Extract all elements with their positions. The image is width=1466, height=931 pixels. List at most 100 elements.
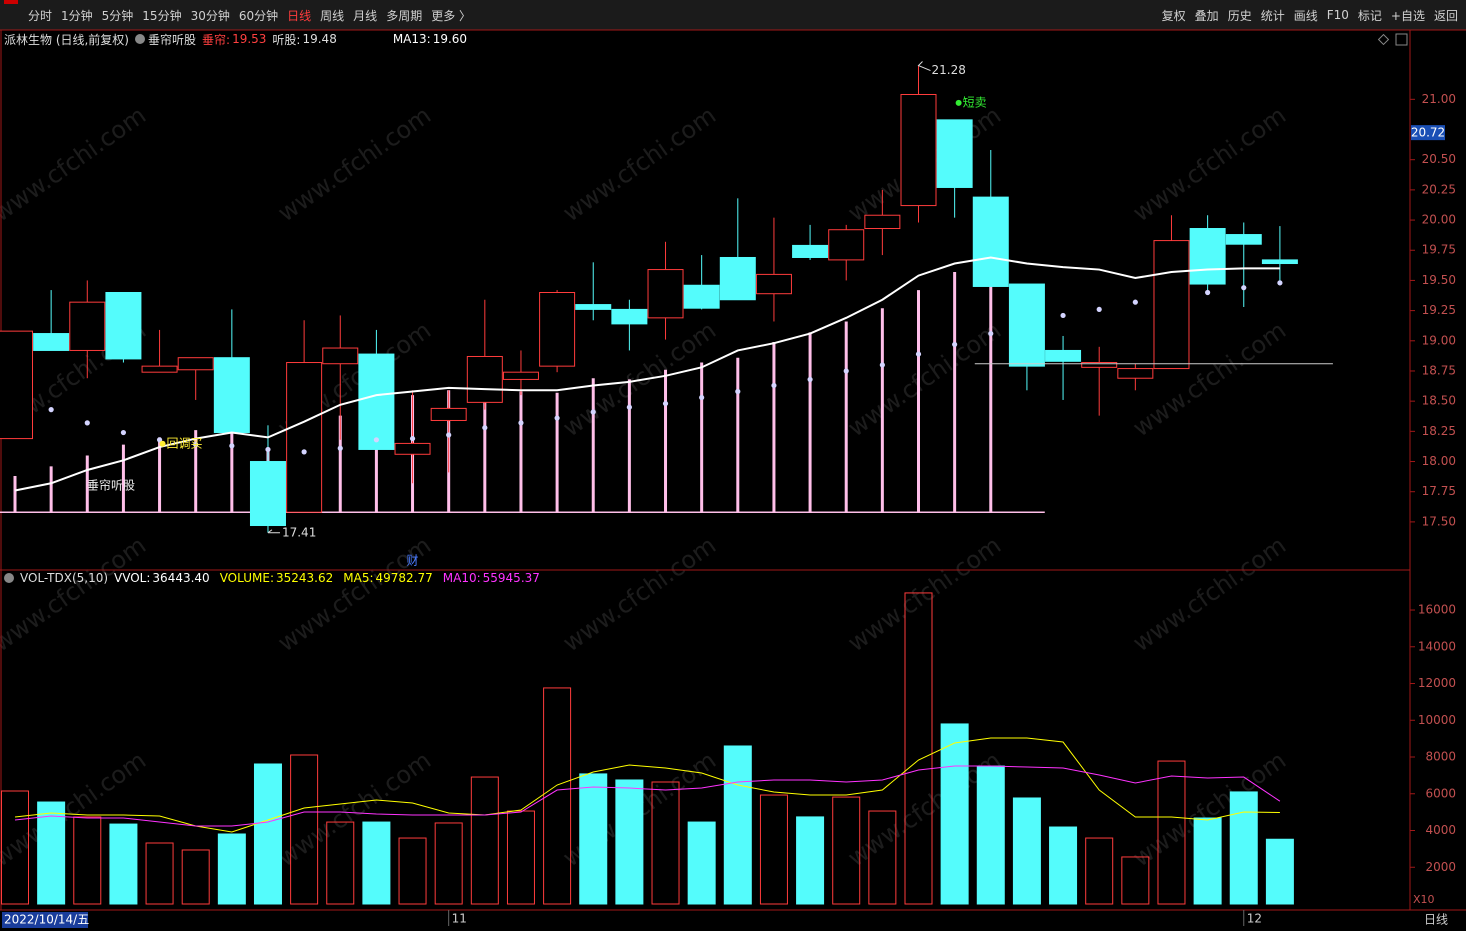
ma-line xyxy=(14,737,1280,833)
volume-bar xyxy=(976,765,1005,905)
tool-button[interactable]: 画线 xyxy=(1293,8,1318,23)
indicator-icon[interactable] xyxy=(4,573,14,583)
legend-value: 19.48 xyxy=(302,32,337,46)
candle-body xyxy=(1189,228,1226,285)
candle-body xyxy=(719,256,756,301)
period-tab[interactable]: 5分钟 xyxy=(101,8,134,23)
candle-body xyxy=(1153,240,1190,370)
candle-body xyxy=(1081,362,1118,368)
volume-bar xyxy=(940,723,969,905)
dot xyxy=(915,351,922,357)
candle-body xyxy=(647,269,684,319)
period-tab[interactable]: 30分钟 xyxy=(190,8,230,23)
period-tab[interactable]: 周线 xyxy=(320,8,345,23)
volume-bar xyxy=(506,810,535,905)
volume-bar xyxy=(868,810,897,905)
logo xyxy=(4,0,18,4)
candle-body xyxy=(1225,234,1262,245)
volume-bar xyxy=(434,822,463,905)
volume-bar xyxy=(1,790,29,905)
volume-bar xyxy=(73,816,102,905)
volume-bar xyxy=(904,592,933,905)
period-tab[interactable]: 月线 xyxy=(353,8,378,23)
candle-body xyxy=(1008,283,1045,367)
candle-body xyxy=(430,407,467,421)
period-tab[interactable]: 15分钟 xyxy=(142,8,182,23)
candle-body xyxy=(936,119,973,188)
indicator-label: 垂帘听股 xyxy=(87,478,135,493)
dot xyxy=(1096,306,1102,313)
volume-bar xyxy=(1193,817,1222,905)
candle-body xyxy=(358,353,395,450)
unit-label: X10 xyxy=(1413,893,1435,906)
watermark: www.cfchi.com xyxy=(273,101,436,227)
candle-body xyxy=(1045,349,1082,362)
watermark: www.cfchi.com xyxy=(1128,316,1291,442)
watermark: www.cfchi.com xyxy=(843,316,1006,442)
watermark: www.cfchi.com xyxy=(273,746,436,872)
legend-value: 36443.40 xyxy=(152,571,210,585)
dot xyxy=(1132,299,1138,305)
tool-button[interactable]: 历史 xyxy=(1227,8,1252,23)
y-tick-label: 18.75 xyxy=(1422,363,1456,377)
tool-button[interactable]: 叠加 xyxy=(1194,8,1219,23)
candle-body xyxy=(539,292,576,367)
candle-body xyxy=(286,362,323,513)
tools: 复权 叠加 历史 统计 画线 F10 标记 +自选 返回 xyxy=(1162,7,1458,24)
indicator-icon[interactable] xyxy=(135,34,145,44)
candle-body xyxy=(177,357,214,371)
indicator-name: 垂帘听股 xyxy=(148,32,197,47)
volume-bar xyxy=(37,801,66,905)
dot xyxy=(807,376,813,383)
y-tick-label: 18.25 xyxy=(1422,424,1456,438)
y-tick-label: 2000 xyxy=(1425,860,1456,874)
period-tab[interactable]: 分时 xyxy=(28,8,53,23)
candle-body xyxy=(69,301,106,351)
volume-bar xyxy=(1229,791,1258,905)
candle-body xyxy=(105,292,142,360)
tool-button[interactable]: 统计 xyxy=(1260,8,1285,23)
y-tick-label: 18.50 xyxy=(1422,394,1456,408)
period-tab[interactable]: 60分钟 xyxy=(238,8,279,23)
dot xyxy=(84,420,90,426)
legend-label: VOLUME: xyxy=(219,571,274,585)
period-tab[interactable]: 多周期 xyxy=(386,8,423,23)
high-marker xyxy=(917,61,931,71)
dot xyxy=(373,437,379,443)
tool-button[interactable]: F10 xyxy=(1326,8,1349,22)
finance-mark: 财 xyxy=(407,554,419,568)
dot xyxy=(554,415,560,421)
volume-bar xyxy=(398,837,427,905)
y-tick-label: 20.50 xyxy=(1422,152,1456,166)
period-tab[interactable]: 日线 xyxy=(287,8,312,23)
candle-body xyxy=(33,333,70,351)
candle-body xyxy=(213,357,250,434)
candle-body xyxy=(141,365,178,373)
tool-button[interactable]: +自选 xyxy=(1390,8,1425,23)
volume-bar xyxy=(579,773,608,905)
volume-bar xyxy=(651,781,680,905)
period-tab[interactable]: 1分钟 xyxy=(61,8,93,23)
dot xyxy=(699,394,705,401)
tool-button[interactable]: 返回 xyxy=(1433,8,1458,23)
period-tab[interactable]: 更多 〉 xyxy=(431,8,472,23)
low-label: 17.41 xyxy=(282,525,316,539)
y-tick-label: 6000 xyxy=(1425,786,1456,800)
dot xyxy=(988,330,994,337)
volume-bar xyxy=(181,849,210,905)
volume-bar xyxy=(109,823,138,905)
cursor-price-box xyxy=(1411,125,1445,141)
signal-dot xyxy=(159,440,166,447)
y-tick-label: 12000 xyxy=(1418,676,1456,690)
dot xyxy=(1277,280,1283,286)
dot xyxy=(952,341,958,348)
tool-button[interactable]: 标记 xyxy=(1357,8,1382,23)
dot xyxy=(626,404,632,410)
candle-body xyxy=(322,347,359,365)
dot xyxy=(337,445,343,451)
y-tick-label: 17.75 xyxy=(1422,484,1456,498)
tool-button[interactable]: 复权 xyxy=(1161,8,1186,23)
volume-bar xyxy=(615,779,644,905)
